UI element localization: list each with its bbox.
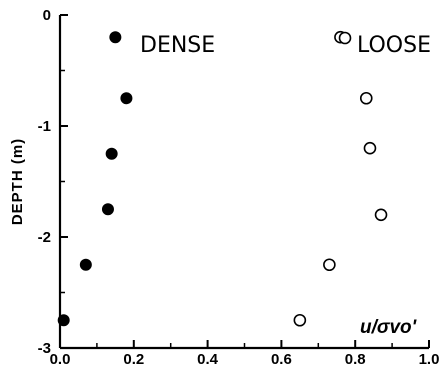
x-tick-label: 0.0: [50, 351, 71, 365]
legend-label-loose: LOOSE: [357, 33, 431, 58]
legend-label-dense: DENSE: [140, 33, 215, 58]
legend: DENSE LOOSE: [140, 31, 431, 58]
x-tick-label: 0.6: [271, 351, 292, 365]
dense-point: [120, 92, 133, 105]
loose-point: [359, 91, 373, 105]
y-axis-label: DEPTH (m): [9, 138, 26, 225]
dense-point: [105, 147, 118, 160]
axis-labels: DEPTH (m) u/σvo': [9, 138, 418, 338]
x-axis-label: u/σvo': [360, 317, 418, 338]
data-points: [57, 30, 388, 327]
y-tick-label: 0: [43, 7, 51, 24]
loose-point: [293, 313, 307, 327]
loose-point: [323, 258, 336, 272]
x-tick-label: 0.2: [123, 351, 144, 365]
x-tick-label: 0.8: [345, 351, 366, 365]
dense-point: [109, 31, 122, 44]
y-tick-label: -2: [38, 229, 51, 246]
loose-point: [374, 208, 388, 222]
y-tick-label: -1: [38, 118, 51, 135]
y-tick-label: -3: [38, 340, 51, 357]
loose-point: [363, 141, 377, 155]
dense-point: [79, 258, 92, 271]
dense-point: [57, 314, 70, 327]
legend-marker-loose: [338, 31, 352, 45]
x-tick-label: 0.4: [197, 351, 219, 365]
ticks: 0 -1 -2 -30.0 0.2 0.4 0.6 0.8 1.0: [38, 7, 440, 365]
x-tick-label: 1.0: [419, 351, 440, 365]
axes: [58, 15, 429, 350]
dense-point: [101, 203, 114, 216]
